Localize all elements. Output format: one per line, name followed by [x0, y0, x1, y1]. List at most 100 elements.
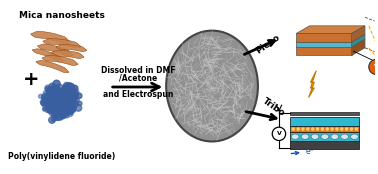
Circle shape — [78, 101, 82, 105]
Circle shape — [62, 109, 68, 115]
Circle shape — [66, 83, 70, 88]
Circle shape — [56, 100, 63, 107]
Circle shape — [53, 92, 57, 95]
Circle shape — [52, 98, 56, 102]
Circle shape — [68, 89, 72, 93]
Circle shape — [42, 94, 47, 100]
Circle shape — [64, 93, 68, 98]
Circle shape — [51, 94, 57, 100]
Circle shape — [64, 104, 71, 110]
Circle shape — [40, 100, 45, 105]
Circle shape — [67, 89, 74, 95]
Circle shape — [345, 127, 349, 131]
Circle shape — [60, 108, 67, 114]
Circle shape — [48, 97, 56, 104]
Circle shape — [65, 106, 72, 113]
Circle shape — [51, 93, 55, 96]
Circle shape — [77, 93, 82, 98]
Circle shape — [57, 114, 63, 120]
Circle shape — [55, 114, 59, 118]
Circle shape — [60, 92, 65, 97]
Circle shape — [59, 97, 65, 103]
Circle shape — [67, 100, 71, 104]
Circle shape — [53, 102, 58, 107]
Circle shape — [67, 83, 74, 90]
Ellipse shape — [341, 134, 349, 139]
Polygon shape — [296, 39, 365, 47]
Circle shape — [63, 101, 70, 107]
Polygon shape — [56, 45, 87, 52]
Circle shape — [49, 83, 56, 90]
Circle shape — [53, 102, 59, 108]
Circle shape — [51, 103, 58, 110]
Circle shape — [55, 85, 59, 90]
Polygon shape — [36, 60, 69, 73]
Circle shape — [55, 97, 62, 104]
Circle shape — [57, 92, 64, 99]
Circle shape — [50, 109, 54, 112]
Circle shape — [64, 104, 71, 111]
Circle shape — [48, 106, 52, 109]
Circle shape — [55, 108, 60, 114]
Circle shape — [47, 101, 53, 107]
Circle shape — [48, 106, 55, 113]
Circle shape — [48, 87, 51, 91]
Circle shape — [63, 87, 70, 94]
Circle shape — [42, 93, 48, 100]
Circle shape — [50, 94, 57, 101]
Circle shape — [46, 92, 51, 97]
Text: Piezo: Piezo — [254, 33, 281, 56]
Circle shape — [65, 91, 68, 95]
Circle shape — [48, 101, 54, 106]
FancyArrowPatch shape — [113, 83, 159, 91]
Circle shape — [53, 89, 59, 94]
Bar — [296, 47, 352, 56]
Circle shape — [50, 93, 53, 97]
Circle shape — [54, 104, 61, 111]
Circle shape — [66, 101, 70, 104]
Circle shape — [291, 127, 295, 131]
Circle shape — [355, 127, 358, 131]
Circle shape — [48, 94, 54, 100]
Circle shape — [71, 108, 76, 112]
Circle shape — [64, 105, 69, 109]
Circle shape — [43, 100, 48, 105]
Circle shape — [59, 101, 63, 105]
Circle shape — [49, 105, 52, 108]
Circle shape — [46, 92, 50, 97]
Circle shape — [47, 108, 52, 113]
Circle shape — [56, 106, 63, 113]
Circle shape — [335, 127, 339, 131]
Circle shape — [53, 90, 59, 96]
Circle shape — [69, 109, 73, 113]
Circle shape — [66, 94, 70, 97]
Bar — [296, 33, 352, 42]
Ellipse shape — [311, 134, 319, 139]
Circle shape — [53, 105, 60, 112]
Circle shape — [63, 104, 67, 108]
Circle shape — [43, 107, 46, 111]
Circle shape — [325, 127, 329, 131]
Circle shape — [58, 107, 63, 112]
Circle shape — [59, 88, 65, 94]
Circle shape — [62, 102, 69, 109]
Circle shape — [58, 97, 65, 104]
Circle shape — [56, 93, 62, 99]
Circle shape — [56, 88, 60, 93]
Circle shape — [39, 94, 43, 98]
Circle shape — [43, 90, 49, 96]
Circle shape — [66, 94, 70, 98]
Circle shape — [58, 101, 61, 104]
Circle shape — [56, 110, 62, 116]
Circle shape — [62, 101, 65, 104]
Circle shape — [56, 97, 61, 103]
Circle shape — [50, 100, 57, 107]
Circle shape — [64, 85, 71, 92]
Circle shape — [57, 110, 62, 116]
Circle shape — [64, 100, 69, 106]
Circle shape — [57, 108, 60, 111]
Circle shape — [68, 98, 72, 102]
Circle shape — [56, 93, 62, 100]
Circle shape — [70, 93, 73, 96]
Circle shape — [50, 95, 53, 98]
